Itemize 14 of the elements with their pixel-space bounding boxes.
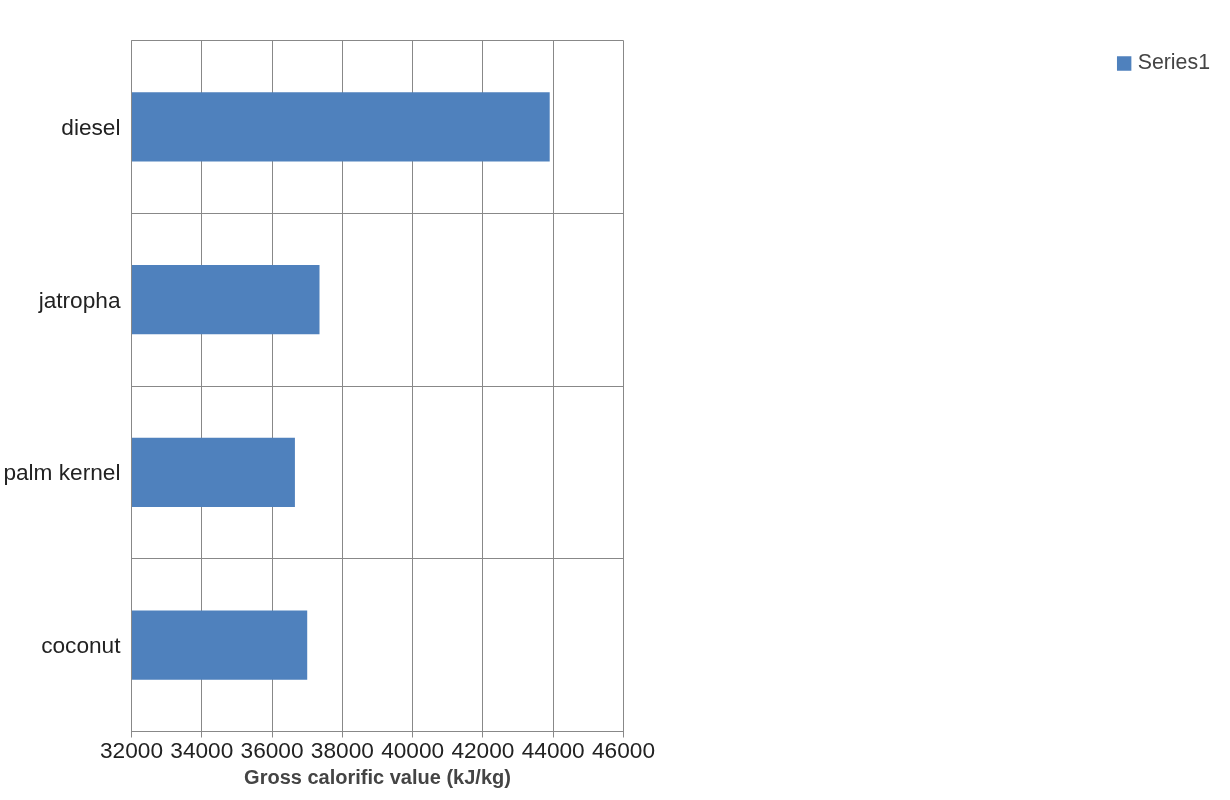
y-tick-label: diesel bbox=[61, 113, 121, 140]
x-tick-label: 44000 bbox=[521, 736, 585, 763]
legend-label: Series1 bbox=[1137, 50, 1210, 75]
y-tick-label: jatropha bbox=[37, 286, 121, 313]
y-tick-label: coconut bbox=[41, 632, 122, 659]
y-tick-label: palm kernel bbox=[3, 459, 121, 486]
x-tick-label: 46000 bbox=[592, 736, 656, 763]
x-tick-label: 38000 bbox=[310, 736, 374, 763]
x-axis-title: Gross calorific value (kJ/kg) bbox=[244, 765, 511, 788]
x-tick-label: 42000 bbox=[451, 736, 515, 763]
x-tick-label: 34000 bbox=[170, 736, 234, 763]
x-tick-label: 40000 bbox=[381, 736, 445, 763]
x-tick-label: 32000 bbox=[100, 736, 164, 763]
x-tick-label: 36000 bbox=[240, 736, 304, 763]
